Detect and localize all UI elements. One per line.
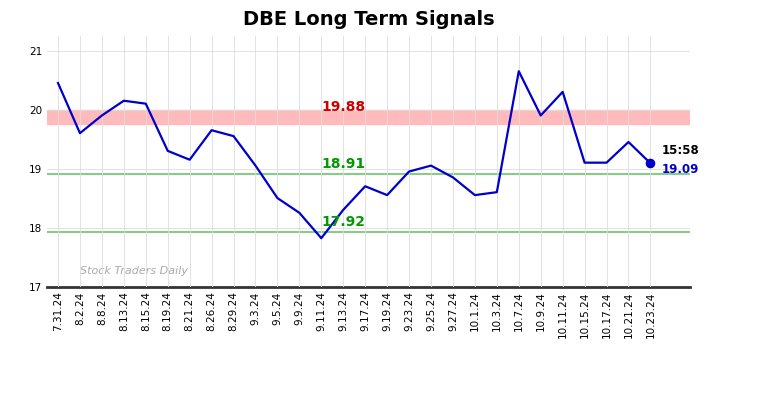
Bar	[47, 109, 690, 124]
Title: DBE Long Term Signals: DBE Long Term Signals	[243, 10, 494, 29]
Text: 18.91: 18.91	[321, 157, 365, 171]
Text: 19.09: 19.09	[662, 163, 699, 176]
Point	[644, 160, 657, 166]
Text: 17.92: 17.92	[321, 215, 365, 229]
Text: 19.88: 19.88	[321, 100, 365, 114]
Text: 15:58: 15:58	[662, 144, 699, 157]
Text: Stock Traders Daily: Stock Traders Daily	[80, 266, 188, 276]
